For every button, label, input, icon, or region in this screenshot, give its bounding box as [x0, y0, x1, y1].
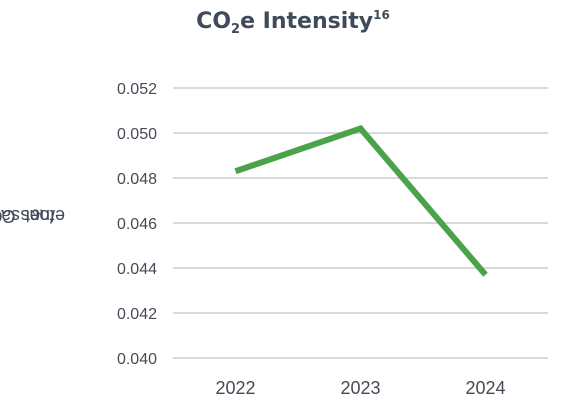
y-tick-label: 0.048: [117, 171, 157, 188]
title-rest: e Intensity: [240, 9, 374, 34]
series-line: [234, 125, 488, 277]
y-tick-labels: 0.040 0.042 0.044 0.046 0.048 0.050 0.052: [117, 81, 157, 368]
x-tick-label: 2024: [465, 378, 505, 398]
y-tick-label: 0.040: [117, 351, 157, 368]
x-tick-label: 2023: [340, 378, 380, 398]
y-tick-label: 0.050: [117, 126, 157, 143]
x-tick-labels: 2022 2023 2024: [215, 378, 505, 398]
title-main: CO: [196, 9, 232, 34]
y-tick-label: 0.046: [117, 216, 157, 233]
title-subscript: 2: [231, 22, 241, 37]
y-tick-label: 0.044: [117, 261, 157, 278]
y-tick-label: 0.052: [117, 81, 157, 98]
x-tick-label: 2022: [215, 378, 255, 398]
title-superscript: 16: [373, 8, 390, 22]
chart-title: CO2e Intensity16: [0, 8, 586, 37]
series-lines: [234, 125, 488, 277]
y-tick-label: 0.042: [117, 306, 157, 323]
